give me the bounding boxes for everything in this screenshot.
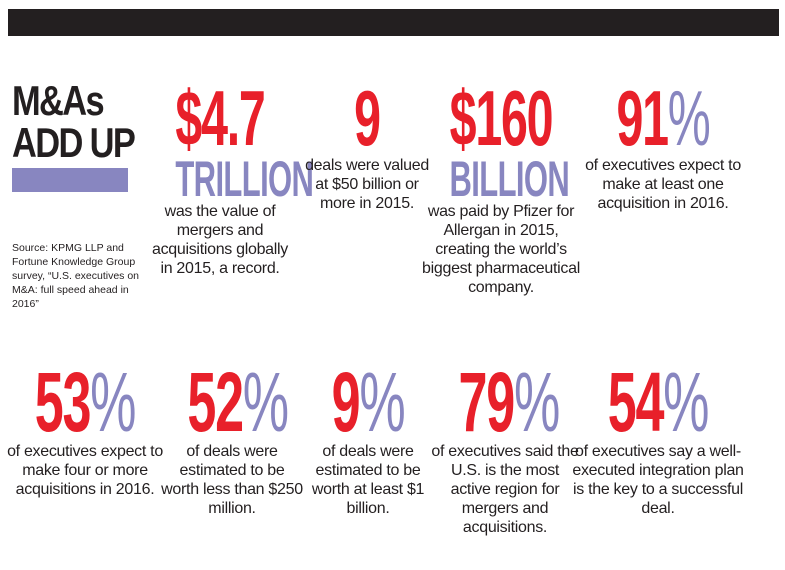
stat-us-most-active: 79% of executives said the U.S. is the m… — [430, 360, 580, 537]
stat-billion-deals: 9% of deals were estimated to be worth a… — [300, 360, 436, 518]
source-note: Source: KPMG LLP and Fortune Knowledge G… — [12, 242, 140, 310]
percent-sign: % — [667, 74, 711, 162]
percent-sign: % — [90, 355, 136, 449]
stat-figure-group: 53% — [34, 360, 137, 444]
stat-small-deals: 52% of deals were estimated to be worth … — [160, 360, 304, 518]
stat-figure: $4.7 — [175, 74, 265, 162]
stat-figure-group: 52% — [187, 360, 289, 444]
stat-number: 53 — [34, 355, 92, 449]
stat-figure-group: 79% — [459, 360, 561, 444]
stat-number: 54 — [607, 355, 665, 449]
stat-figure-group: 91% — [612, 79, 715, 157]
stat-integration-plan: 54% of executives say a well-executed in… — [570, 360, 746, 518]
stat-pfizer-allergan: $160 BILLION was paid by Pfizer for Alle… — [418, 74, 584, 297]
header-bar — [8, 9, 779, 36]
percent-sign: % — [242, 355, 289, 449]
stat-figure: $160 — [449, 74, 554, 162]
stat-description: of executives expect to make four or mor… — [7, 443, 163, 498]
title-accent-bar — [12, 168, 128, 192]
stat-unit: TRILLION — [175, 151, 314, 207]
stat-number: 91 — [616, 74, 669, 162]
stat-description: of deals were estimated to be worth at l… — [311, 443, 425, 517]
percent-sign: % — [663, 355, 709, 449]
stat-description: of executives say a well-executed integr… — [572, 443, 744, 517]
page-title: M&As ADD UP — [12, 80, 142, 164]
stat-figure-group: 9% — [326, 360, 410, 444]
percent-sign: % — [359, 355, 405, 449]
percent-sign: % — [513, 355, 560, 449]
stat-number: 79 — [458, 355, 516, 449]
stat-description: deals were valued at $50 billion or more… — [305, 157, 429, 212]
title-line-1: M&As — [12, 77, 105, 124]
stat-unit: BILLION — [449, 151, 570, 207]
stat-number: 9 — [331, 355, 361, 449]
stat-one-acquisition: 91% of executives expect to make at leas… — [580, 79, 746, 213]
stat-description: was paid by Pfizer for Allergan in 2015,… — [422, 203, 580, 296]
stat-number: 52 — [187, 355, 244, 449]
stat-merger-value: $4.7 TRILLION was the value of mergers a… — [148, 74, 314, 278]
stat-description: of executives expect to make at least on… — [585, 157, 741, 212]
stat-description: of executives said the U.S. is the most … — [431, 443, 579, 536]
stat-four-acquisitions: 53% of executives expect to make four or… — [2, 360, 168, 499]
stat-large-deals: 9 deals were valued at $50 billion or mo… — [305, 74, 429, 213]
stat-description: of deals were estimated to be worth less… — [161, 443, 303, 517]
stat-figure-group: 54% — [603, 360, 712, 444]
title-line-2: ADD UP — [12, 119, 136, 166]
stat-description: was the value of mergers and acquisition… — [151, 203, 288, 277]
stat-figure: 9 — [354, 74, 381, 162]
